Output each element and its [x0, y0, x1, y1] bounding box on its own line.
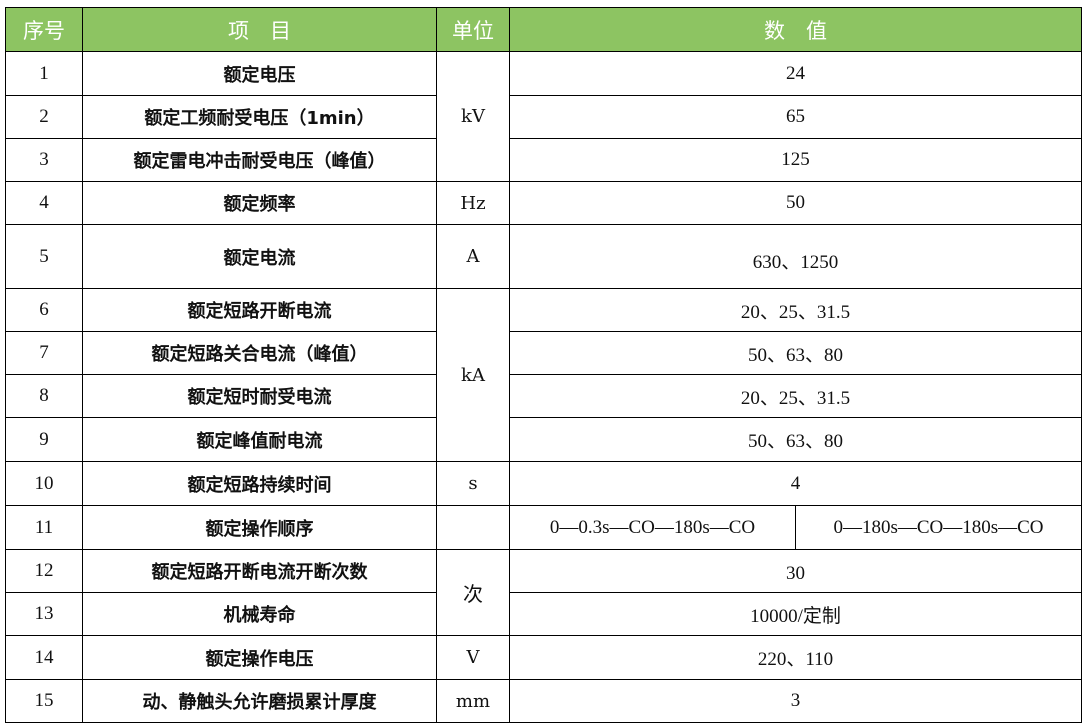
row-item: 动、静触头允许磨损累计厚度: [82, 679, 437, 723]
header-value: 数 值: [509, 7, 1082, 52]
row-unit: s: [436, 461, 510, 506]
row-no: 6: [5, 288, 83, 332]
row-no: 5: [5, 224, 83, 289]
table-row: 11 额定操作顺序 0—0.3s—CO—180s—CO 0—180s—CO—18…: [5, 505, 1082, 550]
row-item: 额定操作电压: [82, 635, 437, 680]
table-row: 15 动、静触头允许磨损累计厚度 mm 3: [5, 679, 1082, 723]
row-no: 12: [5, 549, 83, 593]
row-value: 65: [509, 95, 1082, 139]
row-item: 额定短路持续时间: [82, 461, 437, 506]
table-row: 12 额定短路开断电流开断次数 次 30: [5, 549, 1082, 636]
row-no: 14: [5, 635, 83, 680]
table-row: 9 额定峰值耐电流 50、63、80: [5, 417, 1082, 462]
row-no: 8: [5, 374, 83, 418]
row-value: 30: [509, 549, 1082, 593]
row-unit: Hz: [436, 181, 510, 225]
row-value: 50、63、80: [509, 331, 1082, 375]
row-item: 额定短路开断电流: [82, 288, 437, 332]
row-item: 额定雷电冲击耐受电压（峰值）: [82, 138, 437, 182]
row-item: 额定电流: [82, 224, 437, 289]
row-unit: V: [436, 635, 510, 680]
row-item: 额定短时耐受电流: [82, 374, 437, 418]
row-value-split: 0—0.3s—CO—180s—CO 0—180s—CO—180s—CO: [509, 505, 1082, 550]
row-unit: 次: [436, 549, 510, 636]
row-unit: mm: [436, 679, 510, 723]
table-row: 13 机械寿命 10000/定制: [5, 592, 1082, 636]
row-no: 11: [5, 505, 83, 550]
header-no: 序号: [5, 7, 83, 52]
row-value: 220、110: [509, 635, 1082, 680]
row-no: 1: [5, 51, 83, 96]
table-row: 4 额定频率 Hz 50: [5, 181, 1082, 225]
table-row: 6 额定短路开断电流 kA 20、25、31.5: [5, 288, 1082, 462]
row-unit: kV: [436, 51, 510, 182]
header-item: 项 目: [82, 7, 437, 52]
row-item: 额定短路关合电流（峰值）: [82, 331, 437, 375]
row-item: 额定短路开断电流开断次数: [82, 549, 437, 593]
row-no: 13: [5, 592, 83, 636]
row-value: 3: [509, 679, 1082, 723]
table-row: 5 额定电流 A 630、1250: [5, 224, 1082, 289]
row-no: 9: [5, 417, 83, 462]
spec-table: 序号 项 目 单位 数 值 1 额定电压 kV 24 2 额定工频耐受电压（1m…: [5, 7, 1082, 723]
row-item: 额定峰值耐电流: [82, 417, 437, 462]
table-row: 7 额定短路关合电流（峰值） 50、63、80: [5, 331, 1082, 375]
row-no: 3: [5, 138, 83, 182]
row-item: 额定电压: [82, 51, 437, 96]
row-value: 50、63、80: [509, 417, 1082, 462]
row-value: 4: [509, 461, 1082, 506]
operating-sequence-a: 0—0.3s—CO—180s—CO: [510, 506, 796, 549]
table-row: 8 额定短时耐受电流 20、25、31.5: [5, 374, 1082, 418]
row-value: 20、25、31.5: [509, 374, 1082, 418]
row-value: 20、25、31.5: [509, 288, 1082, 332]
table-row: 14 额定操作电压 V 220、110: [5, 635, 1082, 680]
row-unit: kA: [436, 288, 510, 462]
row-item: 机械寿命: [82, 592, 437, 636]
header-row: 序号 项 目 单位 数 值: [5, 7, 1082, 52]
row-value: 125: [509, 138, 1082, 182]
row-unit: A: [436, 224, 510, 289]
row-item: 额定频率: [82, 181, 437, 225]
row-unit: [436, 505, 510, 550]
header-unit: 单位: [436, 7, 510, 52]
row-value: 10000/定制: [509, 592, 1082, 636]
row-no: 15: [5, 679, 83, 723]
table-row: 3 额定雷电冲击耐受电压（峰值） 125: [5, 138, 1082, 182]
row-no: 7: [5, 331, 83, 375]
row-item: 额定操作顺序: [82, 505, 437, 550]
row-no: 10: [5, 461, 83, 506]
row-value: 24: [509, 51, 1082, 96]
table-row: 10 额定短路持续时间 s 4: [5, 461, 1082, 506]
row-no: 2: [5, 95, 83, 139]
row-no: 4: [5, 181, 83, 225]
operating-sequence-b: 0—180s—CO—180s—CO: [833, 516, 1044, 538]
row-value: 630、1250: [509, 224, 1082, 289]
row-value: 50: [509, 181, 1082, 225]
table-row: 1 额定电压 kV 24: [5, 51, 1082, 182]
table-row: 2 额定工频耐受电压（1min） 65: [5, 95, 1082, 139]
row-item: 额定工频耐受电压（1min）: [82, 95, 437, 139]
